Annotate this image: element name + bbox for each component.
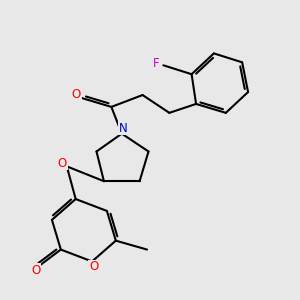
Text: F: F: [153, 57, 159, 70]
Text: O: O: [58, 157, 67, 170]
Text: N: N: [119, 122, 128, 135]
Text: O: O: [31, 264, 40, 277]
Text: O: O: [72, 88, 81, 101]
Text: O: O: [89, 260, 98, 273]
